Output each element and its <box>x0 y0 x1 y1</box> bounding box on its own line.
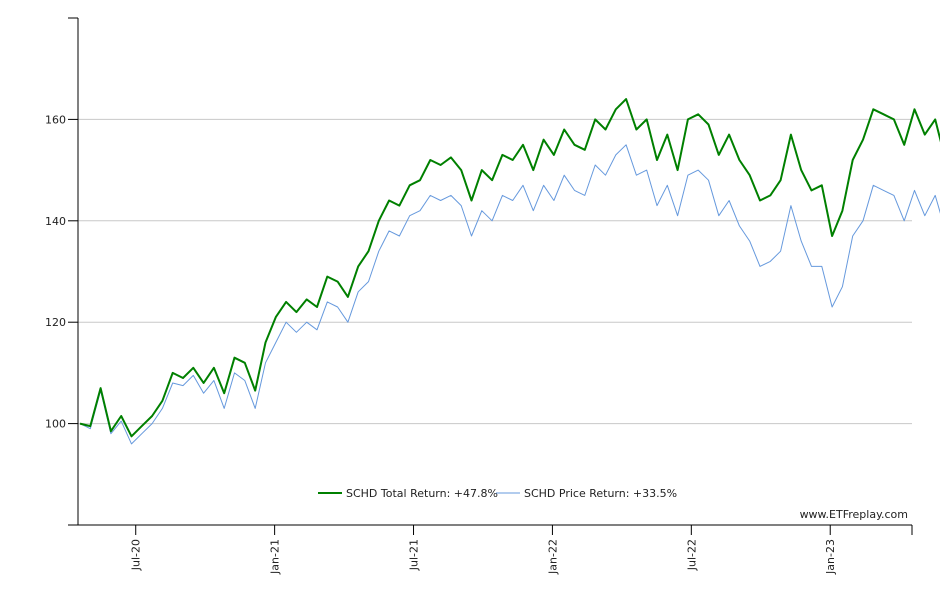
legend-item-price-return: SCHD Price Return: +33.5% <box>496 487 677 500</box>
y-tick-label: 160 <box>45 113 66 126</box>
gridlines <box>78 118 912 425</box>
axes <box>68 17 913 535</box>
x-tick-label: Jan-21 <box>269 539 282 575</box>
legend: SCHD Total Return: +47.8% SCHD Price Retu… <box>318 487 677 500</box>
legend-item-total-return: SCHD Total Return: +47.8% <box>318 487 498 500</box>
series-line-total-return <box>79 98 940 438</box>
legend-label: SCHD Price Return: +33.5% <box>524 487 677 500</box>
legend-label: SCHD Total Return: +47.8% <box>346 487 498 500</box>
y-axis-ticks: 100 120 140 160 <box>45 113 78 431</box>
x-tick-label: Jan-22 <box>546 539 559 575</box>
x-tick-label: Jul-20 <box>130 539 143 571</box>
x-tick-label: Jul-21 <box>408 539 421 571</box>
x-tick-label: Jan-23 <box>824 539 837 575</box>
x-tick-label: Jul-22 <box>685 539 698 571</box>
series-layer <box>79 98 940 445</box>
y-tick-label: 100 <box>45 418 66 431</box>
watermark-text: www.ETFreplay.com <box>800 508 908 521</box>
y-tick-label: 140 <box>45 215 66 228</box>
y-tick-label: 120 <box>45 316 66 329</box>
series-line-price-return <box>79 144 940 445</box>
x-axis-ticks: Jul-20 Jan-21 Jul-21 Jan-22 Jul-22 Jan-23 <box>130 525 837 575</box>
